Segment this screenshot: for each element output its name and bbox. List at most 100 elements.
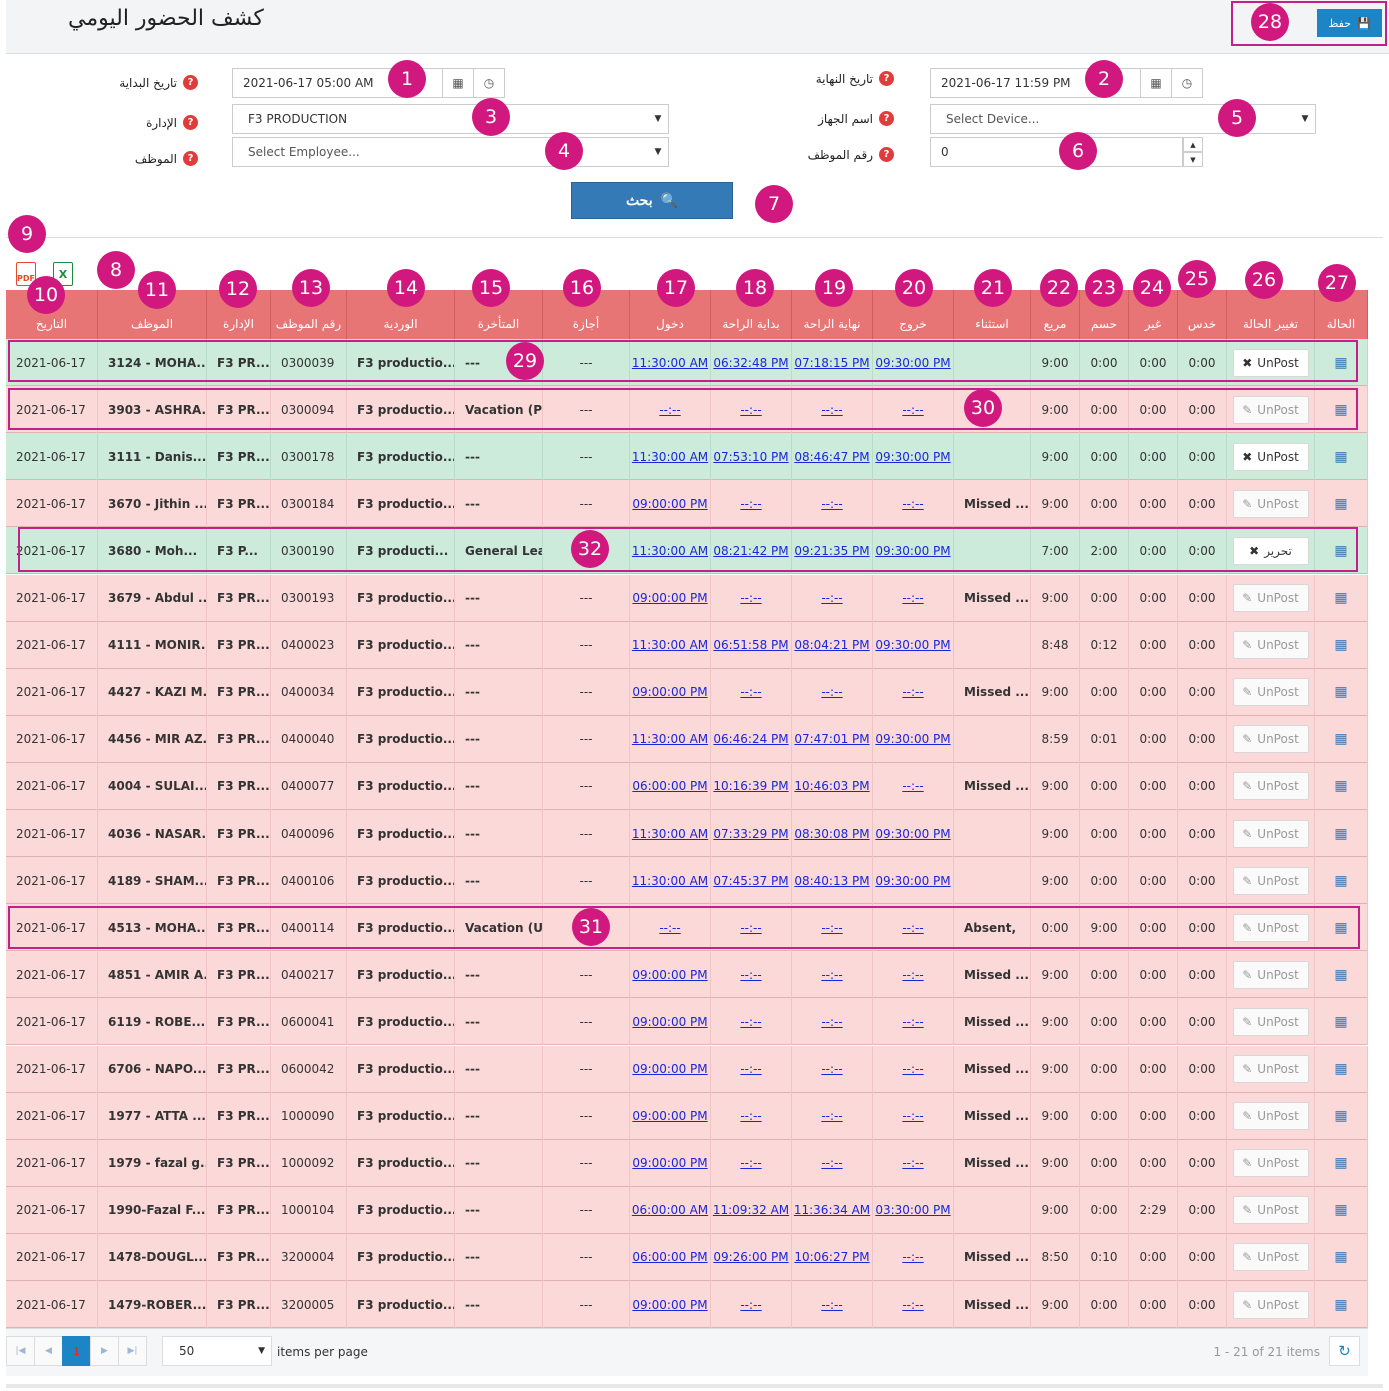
- time-link[interactable]: --:--: [902, 591, 924, 605]
- column-header[interactable]: بداية الراحة: [711, 290, 792, 339]
- time-link[interactable]: 09:00:00 PM: [632, 1297, 708, 1312]
- employee-number-input[interactable]: 0: [930, 137, 1183, 167]
- calendar-icon[interactable]: ▦: [442, 69, 473, 97]
- calendar-icon[interactable]: ▦: [1334, 637, 1348, 654]
- help-icon[interactable]: ?: [879, 71, 894, 86]
- cell-be[interactable]: --:--: [792, 951, 873, 999]
- cell-be[interactable]: 08:04:21 PM: [792, 621, 873, 669]
- cell-be[interactable]: 07:18:15 PM: [792, 339, 873, 386]
- cell-out[interactable]: --:--: [873, 904, 954, 952]
- calendar-icon[interactable]: ▦: [1334, 401, 1348, 418]
- unpost-button[interactable]: ✎ UnPost: [1232, 725, 1309, 754]
- cell-btn[interactable]: ✎ UnPost: [1227, 386, 1315, 434]
- cell-bs[interactable]: --:--: [711, 1092, 792, 1140]
- page-number-current[interactable]: 1: [62, 1336, 91, 1366]
- time-link[interactable]: 09:30:00 PM: [875, 732, 951, 747]
- time-link[interactable]: --:--: [902, 1156, 924, 1171]
- cell-cal[interactable]: ▦: [1315, 998, 1368, 1046]
- time-link[interactable]: --:--: [821, 591, 843, 605]
- column-header[interactable]: الوردية: [347, 290, 455, 339]
- unpost-button[interactable]: ✖ UnPost: [1232, 348, 1309, 377]
- calendar-icon[interactable]: ▦: [1334, 1249, 1348, 1266]
- cell-btn[interactable]: ✎ UnPost: [1227, 1233, 1315, 1281]
- cell-btn[interactable]: ✎ UnPost: [1227, 1281, 1315, 1328]
- cell-out[interactable]: --:--: [873, 998, 954, 1046]
- cell-btn[interactable]: ✎ UnPost: [1227, 1045, 1315, 1093]
- excel-export-icon[interactable]: X: [53, 262, 73, 286]
- time-link[interactable]: --:--: [740, 1297, 762, 1312]
- number-stepper[interactable]: ▲ ▼: [1183, 137, 1203, 167]
- help-icon[interactable]: ?: [183, 151, 198, 166]
- column-header[interactable]: دخول: [630, 290, 711, 339]
- cell-be[interactable]: 08:46:47 PM: [792, 433, 873, 481]
- time-link[interactable]: 11:30:00 AM: [631, 355, 709, 370]
- cell-in[interactable]: 11:30:00 AM: [630, 810, 711, 857]
- time-link[interactable]: 11:09:32 AM: [712, 1203, 790, 1218]
- time-link[interactable]: 09:00:00 PM: [632, 967, 708, 982]
- cell-btn[interactable]: ✎ UnPost: [1227, 668, 1315, 716]
- column-header[interactable]: الحالة: [1315, 290, 1368, 339]
- table-row[interactable]: 2021-06-17 4456 - MIR AZ... F3 PR... 040004…: [6, 715, 1368, 763]
- time-link[interactable]: 11:30:00 AM: [631, 873, 709, 888]
- cell-bs[interactable]: 07:53:10 PM: [711, 433, 792, 481]
- table-row[interactable]: 2021-06-17 4427 - KAZI M... F3 PR... 040003…: [6, 668, 1368, 716]
- calendar-icon[interactable]: ▦: [1334, 448, 1348, 465]
- cell-out[interactable]: 09:30:00 PM: [873, 810, 954, 857]
- time-link[interactable]: --:--: [740, 1014, 762, 1029]
- calendar-icon[interactable]: ▦: [1334, 1013, 1348, 1030]
- unpost-button[interactable]: ✎ UnPost: [1232, 913, 1309, 942]
- cell-cal[interactable]: ▦: [1315, 527, 1368, 575]
- cell-be[interactable]: --:--: [792, 1045, 873, 1093]
- cell-out[interactable]: 09:30:00 PM: [873, 527, 954, 575]
- unpost-button[interactable]: ✎ UnPost: [1232, 772, 1309, 801]
- time-link[interactable]: 07:33:29 PM: [713, 826, 789, 841]
- cell-out[interactable]: --:--: [873, 1233, 954, 1281]
- cell-cal[interactable]: ▦: [1315, 810, 1368, 857]
- table-row[interactable]: 2021-06-17 1478-DOUGL... F3 PR... 3200004 F3…: [6, 1233, 1368, 1281]
- calendar-icon[interactable]: ▦: [1334, 590, 1348, 606]
- help-icon[interactable]: ?: [879, 147, 894, 162]
- employee-select[interactable]: Select Employee... ▼: [232, 137, 669, 167]
- time-link[interactable]: 08:04:21 PM: [794, 638, 870, 653]
- cell-cal[interactable]: ▦: [1315, 857, 1368, 905]
- time-link[interactable]: 07:53:10 PM: [713, 449, 789, 464]
- cell-in[interactable]: 06:00:00 PM: [630, 1233, 711, 1281]
- cell-be[interactable]: --:--: [792, 574, 873, 622]
- table-row[interactable]: 2021-06-17 4004 - SULAI... F3 PR... 0400077…: [6, 762, 1368, 810]
- cell-cal[interactable]: ▦: [1315, 951, 1368, 999]
- table-row[interactable]: 2021-06-17 3680 - Moh... F3 P... 0300190 F3 …: [6, 527, 1368, 575]
- cell-out[interactable]: --:--: [873, 1139, 954, 1187]
- time-link[interactable]: --:--: [902, 685, 924, 700]
- cell-out[interactable]: --:--: [873, 1281, 954, 1328]
- table-row[interactable]: 2021-06-17 1977 - ATTA ... F3 PR... 1000090…: [6, 1092, 1368, 1140]
- cell-out[interactable]: 09:30:00 PM: [873, 433, 954, 481]
- time-link[interactable]: --:--: [740, 591, 762, 605]
- cell-in[interactable]: 09:00:00 PM: [630, 1281, 711, 1328]
- cell-out[interactable]: --:--: [873, 762, 954, 810]
- table-row[interactable]: 2021-06-17 1479-ROBER... F3 PR... 3200005 F3…: [6, 1281, 1368, 1328]
- cell-cal[interactable]: ▦: [1315, 1186, 1368, 1234]
- table-row[interactable]: 2021-06-17 3903 - ASHRA... F3 PR... 0300094…: [6, 386, 1368, 434]
- cell-btn[interactable]: ✎ UnPost: [1227, 857, 1315, 905]
- time-link[interactable]: 10:46:03 PM: [794, 779, 870, 794]
- time-link[interactable]: --:--: [902, 402, 924, 417]
- cell-in[interactable]: 11:30:00 AM: [630, 433, 711, 481]
- time-link[interactable]: 07:47:01 PM: [794, 732, 870, 747]
- column-header[interactable]: تغيير الحالة: [1227, 290, 1315, 339]
- calendar-icon[interactable]: ▦: [1334, 872, 1348, 889]
- unpost-button[interactable]: ✎ UnPost: [1232, 960, 1309, 989]
- cell-btn[interactable]: ✎ UnPost: [1227, 998, 1315, 1046]
- time-link[interactable]: --:--: [821, 967, 843, 982]
- time-link[interactable]: 06:46:24 PM: [713, 732, 789, 747]
- search-button[interactable]: بحث 🔍: [571, 182, 733, 219]
- time-link[interactable]: 06:00:00 PM: [632, 779, 708, 794]
- cell-in[interactable]: --:--: [630, 386, 711, 434]
- cell-btn[interactable]: ✎ UnPost: [1227, 1186, 1315, 1234]
- table-row[interactable]: 2021-06-17 4111 - MONIR... F3 PR... 0400023…: [6, 621, 1368, 669]
- time-link[interactable]: 09:30:00 PM: [875, 543, 951, 558]
- time-link[interactable]: --:--: [821, 1297, 843, 1312]
- cell-in[interactable]: 11:30:00 AM: [630, 527, 711, 575]
- cell-cal[interactable]: ▦: [1315, 1092, 1368, 1140]
- time-link[interactable]: 09:00:00 PM: [632, 1156, 708, 1171]
- table-row[interactable]: 2021-06-17 4189 - SHAM... F3 PR... 0400106 F…: [6, 857, 1368, 905]
